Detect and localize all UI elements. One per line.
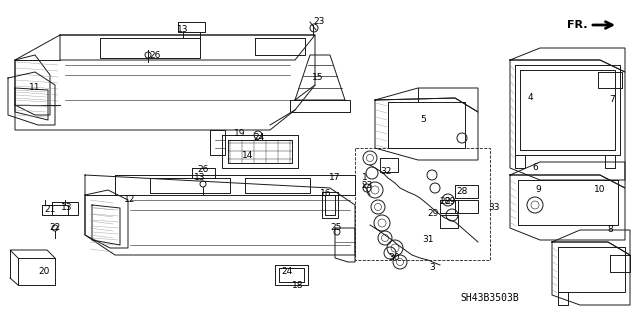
Text: 15: 15: [312, 73, 324, 83]
Text: SH43B3503B: SH43B3503B: [461, 293, 520, 303]
Text: 9: 9: [535, 186, 541, 195]
Text: 29: 29: [428, 209, 438, 218]
Text: 16: 16: [320, 189, 332, 197]
Text: 6: 6: [532, 164, 538, 173]
Text: 25: 25: [330, 224, 342, 233]
Text: 31: 31: [422, 235, 434, 244]
Text: 14: 14: [243, 151, 253, 160]
Text: 23: 23: [362, 181, 372, 189]
Text: FR.: FR.: [568, 20, 588, 30]
Text: 33: 33: [488, 204, 500, 212]
Text: 5: 5: [420, 115, 426, 124]
Text: 3: 3: [429, 263, 435, 272]
Text: 24: 24: [282, 268, 292, 277]
Text: 8: 8: [607, 226, 613, 234]
Text: 13: 13: [195, 174, 205, 182]
Text: 4: 4: [527, 93, 533, 102]
Text: 18: 18: [292, 280, 304, 290]
Text: 11: 11: [29, 84, 41, 93]
Text: 28: 28: [439, 197, 451, 206]
Text: 19: 19: [234, 129, 246, 137]
Text: 21: 21: [44, 205, 56, 214]
Text: 22: 22: [49, 224, 61, 233]
Text: 10: 10: [595, 186, 605, 195]
Text: 7: 7: [609, 95, 615, 105]
Text: 12: 12: [124, 196, 136, 204]
Text: 26: 26: [197, 166, 209, 174]
Text: 28: 28: [456, 188, 468, 197]
Text: 1: 1: [362, 174, 368, 182]
Text: 29: 29: [444, 197, 456, 206]
Text: 23: 23: [314, 18, 324, 26]
Text: 20: 20: [38, 268, 50, 277]
Text: 32: 32: [380, 167, 392, 176]
Text: 17: 17: [329, 174, 340, 182]
Text: 13: 13: [177, 26, 189, 34]
Text: 30: 30: [388, 254, 400, 263]
Text: 13: 13: [61, 204, 73, 212]
Text: 24: 24: [253, 133, 264, 143]
Text: 26: 26: [149, 51, 161, 61]
